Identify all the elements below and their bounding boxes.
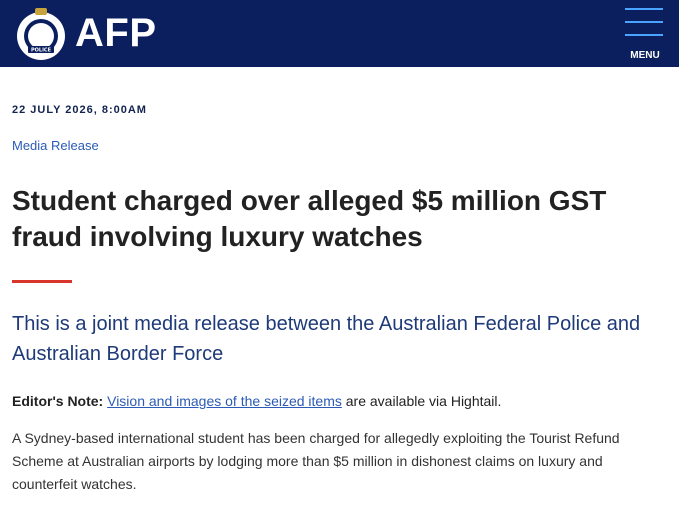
accent-rule xyxy=(12,280,72,283)
article: 22 JULY 2026, 8:00AM Media Release Stude… xyxy=(12,104,667,496)
subtitle: This is a joint media release between th… xyxy=(12,313,641,365)
menu-bar xyxy=(625,8,663,10)
menu-button[interactable]: MENU xyxy=(622,6,668,64)
badge-text: POLICE xyxy=(31,48,52,54)
menu-label: MENU xyxy=(630,50,660,61)
category-link[interactable]: Media Release xyxy=(12,138,99,153)
note-link[interactable]: Vision and images of the seized items xyxy=(107,393,342,409)
site-logo[interactable]: AFP xyxy=(75,11,157,55)
date: 22 JULY 2026, 8:00AM xyxy=(12,104,147,116)
note-text: are available via Hightail. xyxy=(345,393,502,409)
menu-bar xyxy=(625,34,663,36)
body-text: A Sydney-based international student has… xyxy=(12,430,620,492)
police-badge: POLICE xyxy=(17,8,65,60)
site-header: POLICE AFP MENU xyxy=(0,0,679,67)
editor-note: Editor's Note: Vision and images of the … xyxy=(12,391,667,411)
headline: Student charged over alleged $5 million … xyxy=(12,185,607,252)
menu-bar xyxy=(625,21,663,23)
note-label: Editor's Note: xyxy=(12,393,104,409)
